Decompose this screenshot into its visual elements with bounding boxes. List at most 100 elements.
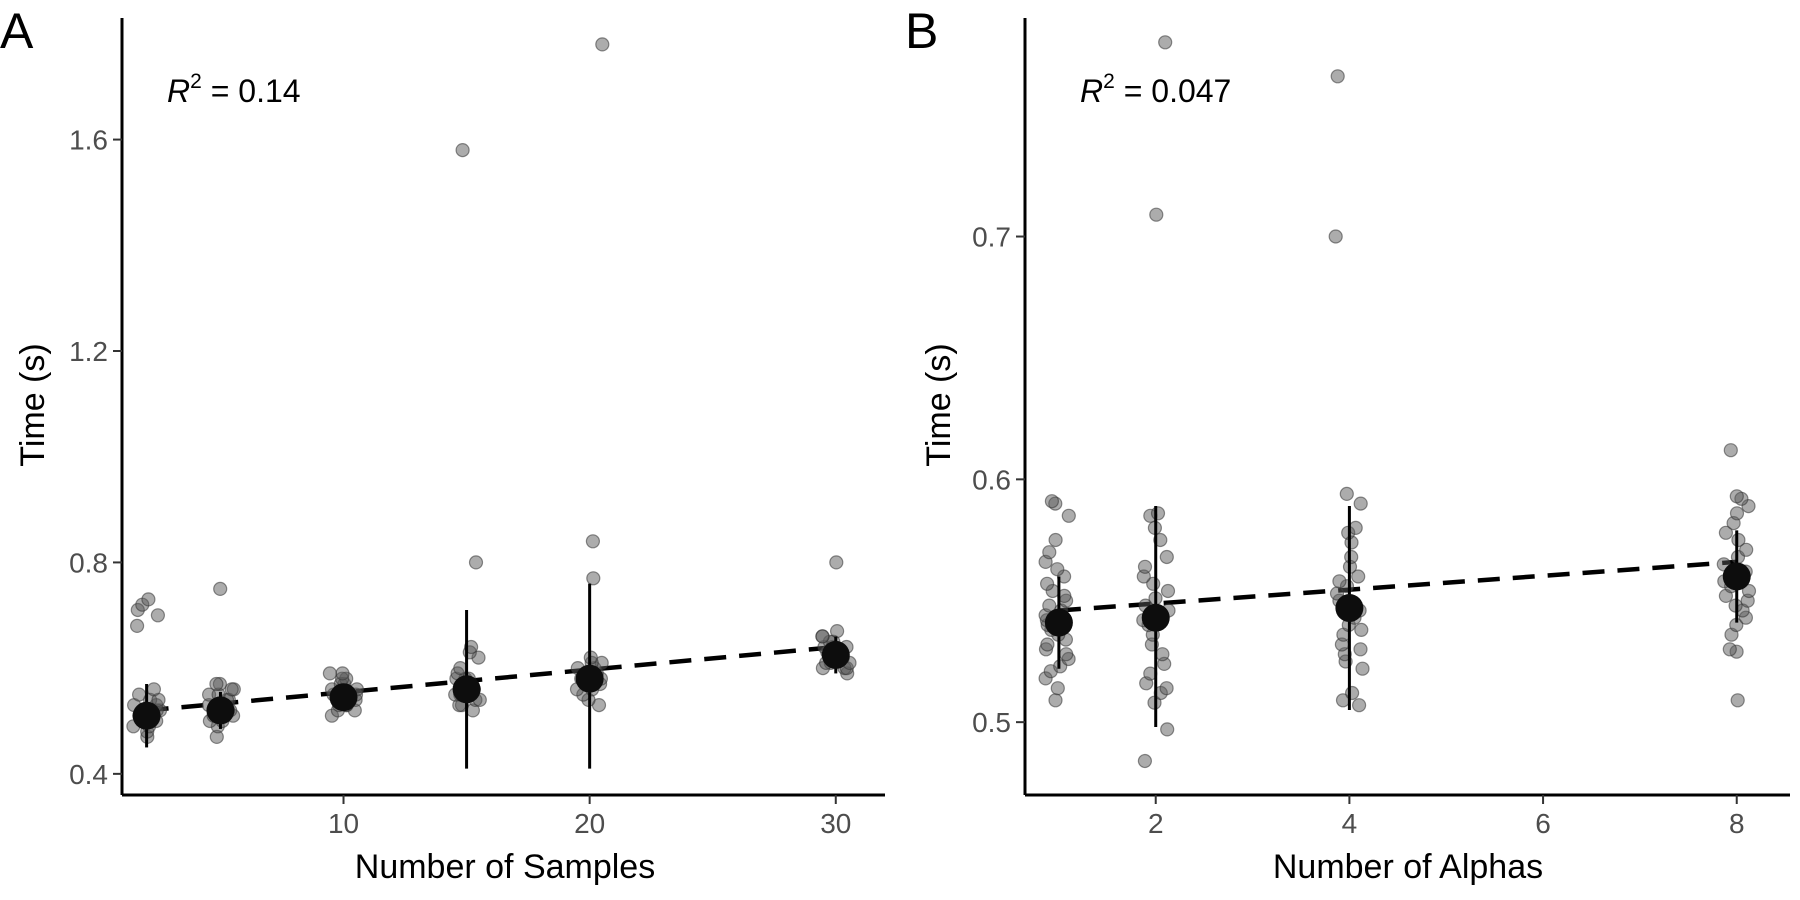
panel-a-trend-line	[146, 644, 836, 713]
panel-a-data-point	[150, 608, 165, 623]
panel-a-x-tick-label: 20	[574, 808, 605, 839]
panel-a-data-point	[455, 143, 470, 158]
panel-a-mean-point	[452, 675, 481, 704]
panel-b-data-point	[1351, 569, 1366, 584]
panel-b-data-point	[1150, 506, 1166, 521]
panel-b-y-axis-title: Time (s)	[920, 343, 958, 466]
panel-a: A 10 20 30 0.4 0.8 1.2 1.6 Number of Samples T…	[0, 3, 885, 886]
panel-b-data-point	[1730, 693, 1745, 708]
panel-b-trend-line	[1058, 559, 1737, 613]
panel-a-data-point	[132, 687, 147, 702]
panel-b-data-point	[1731, 532, 1746, 548]
panel-b-data-point	[1042, 598, 1057, 613]
panel-b-data-point	[1351, 698, 1367, 713]
panel-b-y-tick-label: 0.5	[972, 707, 1011, 738]
panel-b-x-tick-label: 2	[1148, 808, 1164, 839]
panel-a-data-point	[130, 618, 145, 634]
panel-b-data-point	[1048, 693, 1063, 708]
panel-a-data-point	[468, 555, 484, 570]
panel-a-r2-exponent: 2	[190, 70, 202, 93]
panel-b-data-point	[1353, 642, 1368, 657]
panel-b-data-point	[1061, 508, 1076, 523]
panel-a-y-tick-label: 0.8	[69, 547, 108, 578]
panel-b-data-point	[1332, 574, 1347, 589]
panel-b-r2-symbol: R	[1080, 73, 1103, 109]
panel-b-data-point	[1160, 583, 1176, 599]
panel-b-x-tick-label: 4	[1342, 808, 1358, 839]
panel-b-data-point	[1149, 207, 1164, 222]
panel-b-data-point	[1348, 520, 1363, 536]
panel-b-data-point	[1048, 532, 1063, 548]
panel-b-data-point	[1729, 489, 1744, 504]
panel-a-data-point	[586, 571, 601, 586]
panel-b-mean-point	[1335, 594, 1364, 623]
panel-a-y-tick-label: 0.4	[69, 759, 108, 790]
panel-b-data-point	[1344, 685, 1360, 701]
panel-b-data-point	[1339, 486, 1354, 501]
panel-a-mean-point	[329, 683, 358, 712]
panel-a-y-tick-label: 1.2	[69, 336, 108, 367]
panel-a-data-point	[453, 660, 468, 676]
panel-b-r2-exponent: 2	[1103, 70, 1115, 93]
panel-a-data-point	[209, 676, 224, 692]
panel-b-data-point	[1039, 576, 1055, 591]
panel-a-mean-point	[132, 701, 161, 730]
panel-b-data-point	[1159, 681, 1174, 696]
panel-a-r2-value: = 0.14	[202, 73, 301, 109]
panel-a-data-point	[335, 666, 350, 681]
panel-b-data-point	[1722, 642, 1737, 657]
panel-b-data-point	[1355, 661, 1370, 676]
panel-a-data-point	[829, 555, 844, 570]
panel-b-data-point	[1042, 545, 1057, 560]
panel-b-data-point	[1044, 494, 1060, 509]
panel-b-mean-point	[1141, 603, 1170, 632]
panel-b-mean-point	[1722, 562, 1751, 591]
panel-b-data-point	[1050, 681, 1065, 696]
panel-b: B 2 4 6 8 0.5 0.6 0.7 Number of Alphas Time (s…	[905, 3, 1790, 886]
panel-b-x-tick-label: 8	[1729, 808, 1745, 839]
panel-a-mean-point	[575, 664, 604, 693]
panel-a-data-point	[224, 682, 239, 697]
panel-a-mean-point	[206, 696, 235, 725]
panel-b-data-point	[1137, 753, 1153, 769]
panel-b-data-point	[1158, 35, 1173, 50]
panel-a-data-point	[585, 534, 601, 549]
panel-b-data-point	[1353, 496, 1368, 511]
panel-b-data-point	[1328, 229, 1343, 244]
panel-b-r2-annotation: R2 = 0.047	[1080, 70, 1231, 109]
panel-a-data-point	[829, 623, 845, 639]
panel-b-data-point	[1741, 583, 1757, 599]
panel-a-y-axis-title: Time (s)	[14, 343, 52, 466]
panel-b-mean-point	[1044, 608, 1073, 637]
panel-b-data-point	[1729, 506, 1745, 521]
panel-b-data-point	[1050, 562, 1065, 577]
panel-a-data-point	[141, 592, 156, 607]
panel-b-data-point	[1354, 622, 1369, 638]
panel-b-data-point	[1040, 637, 1055, 652]
panel-a-r2-annotation: R2 = 0.14	[167, 70, 301, 109]
panel-b-y-tick-label: 0.6	[972, 464, 1011, 495]
panel-a-data-point	[815, 629, 830, 644]
panel-a-r2-symbol: R	[167, 73, 190, 109]
panel-a-letter: A	[0, 3, 34, 59]
panel-b-data-point	[1155, 647, 1170, 662]
panel-b-data-point	[1718, 525, 1734, 540]
panel-b-data-point	[1137, 559, 1153, 574]
panel-a-x-axis-title: Number of Samples	[355, 848, 655, 886]
panel-b-data-point	[1059, 647, 1074, 662]
panel-b-data-point	[1160, 722, 1175, 737]
panel-b-r2-value: = 0.047	[1115, 73, 1232, 109]
panel-a-y-tick-label: 1.6	[69, 125, 108, 156]
panel-a-x-tick-label: 30	[820, 808, 851, 839]
panel-b-data-point	[1739, 542, 1754, 557]
panel-b-data-point	[1723, 443, 1738, 458]
panel-b-data-point	[1344, 549, 1359, 565]
panel-a-data-point	[213, 581, 228, 597]
panel-b-y-tick-label: 0.7	[972, 222, 1011, 253]
panel-a-data-point	[595, 37, 610, 52]
panel-a-data-point	[322, 666, 337, 681]
panel-b-letter: B	[905, 3, 938, 59]
panel-b-data-point	[1159, 549, 1174, 565]
panel-a-data-point	[146, 682, 161, 697]
